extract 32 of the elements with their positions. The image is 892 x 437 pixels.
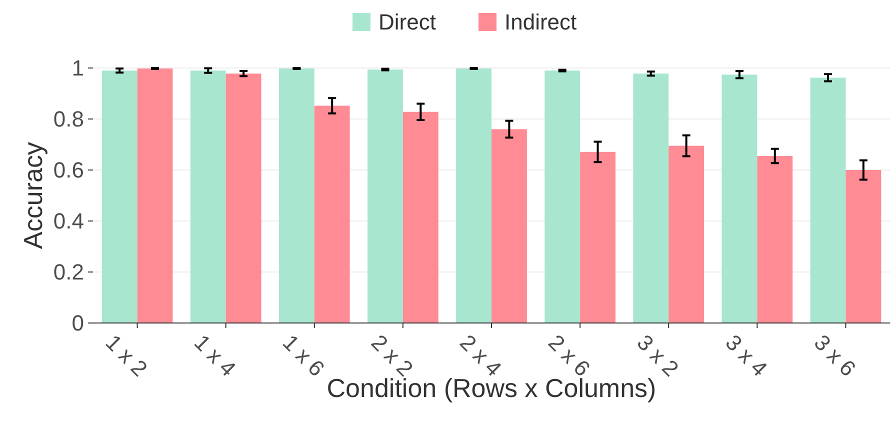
bar: [722, 74, 758, 323]
bar: [102, 70, 138, 323]
y-tick-label: 0: [72, 310, 84, 336]
x-tick-label: 3 x 4: [720, 330, 772, 382]
x-tick-label: 3 x 6: [809, 330, 861, 382]
y-tick-label: 0.4: [53, 208, 84, 234]
bar: [810, 78, 846, 323]
y-tick-label: 1: [72, 56, 84, 81]
x-tick-label: 1 x 4: [189, 330, 241, 382]
bar: [368, 70, 403, 323]
bar: [190, 70, 226, 323]
bar: [544, 70, 580, 323]
bar: [492, 129, 527, 323]
y-tick-label: 0.8: [53, 106, 84, 132]
bar: [580, 152, 616, 323]
bar: [757, 156, 793, 323]
bar: [668, 146, 704, 323]
bar: [402, 112, 438, 323]
legend-label: Indirect: [504, 10, 577, 35]
bar: [226, 74, 262, 323]
bar: [456, 68, 492, 323]
bar: [278, 68, 314, 323]
legend-label: Direct: [378, 10, 436, 35]
x-tick-label: 1 x 2: [100, 330, 152, 382]
bar: [633, 74, 669, 323]
x-tick-label: 1 x 6: [278, 330, 330, 382]
bar: [137, 68, 173, 323]
bar: [846, 170, 882, 323]
y-tick-label: 0.6: [53, 158, 84, 183]
y-tick-label: 0.2: [53, 260, 84, 285]
y-axis-title: Accuracy: [18, 142, 48, 249]
bar: [314, 106, 350, 323]
